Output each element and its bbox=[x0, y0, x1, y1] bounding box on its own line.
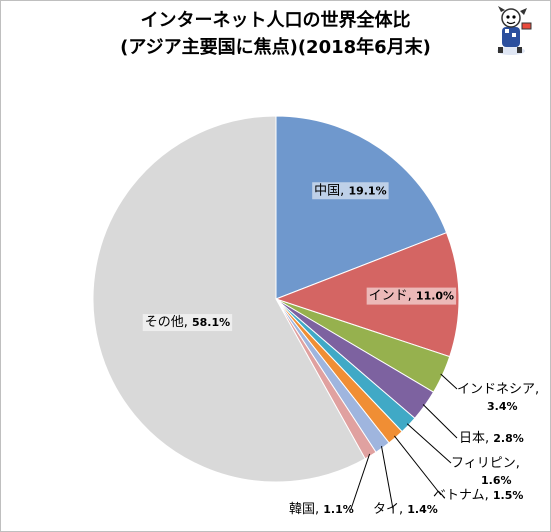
leader-line-6 bbox=[381, 446, 394, 510]
slice-label-text-8: その他, 58.1% bbox=[145, 315, 230, 330]
chart-title: インターネット人口の世界全体比 (アジア主要国に焦点)(2018年6月末) bbox=[1, 7, 550, 61]
slice-label-0: 中国, 19.1% bbox=[312, 182, 389, 200]
slice-label-text-5: ベトナム, 1.5% bbox=[433, 488, 523, 503]
chart-title-line2: (アジア主要国に焦点)(2018年6月末) bbox=[120, 37, 431, 58]
slice-label-text-4: フィリピン, 1.6% bbox=[451, 456, 520, 487]
leader-line-5 bbox=[394, 435, 442, 496]
slice-label-1: インド, 11.0% bbox=[366, 287, 457, 305]
slice-label-6: タイ, 1.4% bbox=[373, 446, 438, 517]
slice-label-7: 韓国, 1.1% bbox=[289, 453, 371, 517]
slice-label-4: フィリピン, 1.6% bbox=[406, 423, 520, 487]
slice-label-text-7: 韓国, 1.1% bbox=[289, 502, 354, 517]
slice-label-text-2: インドネシア, 3.4% bbox=[457, 382, 539, 413]
slice-label-3: 日本, 2.8% bbox=[422, 404, 524, 446]
slice-label-2: インドネシア, 3.4% bbox=[440, 373, 539, 413]
leader-line-2 bbox=[440, 373, 458, 390]
pie-slice-0 bbox=[275, 115, 448, 300]
slice-label-text-3: 日本, 2.8% bbox=[459, 431, 524, 446]
leader-line-3 bbox=[422, 404, 458, 439]
slice-label-text-0: 中国, 19.1% bbox=[314, 183, 386, 198]
slice-label-text-1: インド, 11.0% bbox=[369, 289, 454, 304]
slice-label-bg-8 bbox=[142, 314, 233, 332]
slice-label-5: ベトナム, 1.5% bbox=[394, 435, 523, 503]
slice-label-bg-0 bbox=[312, 182, 389, 200]
slice-label-8: その他, 58.1% bbox=[142, 314, 233, 332]
leader-line-7 bbox=[350, 453, 371, 510]
mascot-logo-icon bbox=[497, 6, 532, 55]
chart-title-line1: インターネット人口の世界全体比 bbox=[140, 10, 411, 31]
pie-slice-8 bbox=[92, 115, 366, 483]
leader-line-4 bbox=[406, 423, 452, 464]
slice-label-text-6: タイ, 1.4% bbox=[373, 502, 438, 517]
slice-label-bg-1 bbox=[366, 287, 457, 305]
